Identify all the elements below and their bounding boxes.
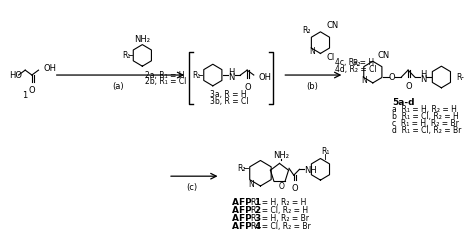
Text: b  R₁ = Cl, R₂ = H: b R₁ = Cl, R₂ = H <box>392 112 459 121</box>
Text: N: N <box>361 76 367 86</box>
Text: Cl: Cl <box>326 53 335 62</box>
Text: O: O <box>278 182 284 191</box>
Text: O: O <box>406 82 412 91</box>
Text: AFP 4: AFP 4 <box>232 222 261 231</box>
Text: R₂: R₂ <box>302 26 310 35</box>
Text: 1: 1 <box>23 91 28 100</box>
Text: O: O <box>292 184 298 193</box>
Text: R₁ = H, R₂ = H: R₁ = H, R₂ = H <box>251 198 306 207</box>
Text: R₂: R₂ <box>352 59 361 68</box>
Text: OH: OH <box>43 64 56 73</box>
Text: N: N <box>420 75 427 84</box>
Text: R₁ = Cl, R₂ = H: R₁ = Cl, R₂ = H <box>251 206 308 215</box>
Text: O: O <box>389 72 395 82</box>
Text: NH: NH <box>304 166 317 175</box>
Text: 3a, R = H: 3a, R = H <box>210 90 246 99</box>
Text: O: O <box>245 83 251 92</box>
Text: 5a-d: 5a-d <box>392 98 414 107</box>
Text: (b): (b) <box>306 82 318 91</box>
Text: CN: CN <box>378 51 390 60</box>
Text: OH: OH <box>258 72 272 82</box>
Text: N: N <box>228 73 234 82</box>
Text: HO: HO <box>9 71 22 79</box>
Text: R₁: R₁ <box>122 51 130 60</box>
Text: c  R₁ = H, R₂ = Br: c R₁ = H, R₂ = Br <box>392 119 459 128</box>
Text: AFP 1: AFP 1 <box>232 198 261 207</box>
Text: a  R₁ = H, R₂ = H: a R₁ = H, R₂ = H <box>392 105 457 114</box>
Text: AFP 2: AFP 2 <box>232 206 261 215</box>
Text: (c): (c) <box>186 183 198 192</box>
Text: N: N <box>309 47 315 56</box>
Text: R₁: R₁ <box>321 147 329 156</box>
Text: R₁ = H, R₂ = Br: R₁ = H, R₂ = Br <box>251 214 309 223</box>
Text: CN: CN <box>326 21 338 31</box>
Text: 2b, R₁ = Cl: 2b, R₁ = Cl <box>145 77 187 86</box>
Text: R₁: R₁ <box>192 71 201 79</box>
Text: O: O <box>28 86 35 95</box>
Text: 2a, R₁ = H: 2a, R₁ = H <box>145 71 185 79</box>
Text: NH₂: NH₂ <box>273 151 290 160</box>
Text: N: N <box>248 180 254 188</box>
Text: AFP 3: AFP 3 <box>232 214 261 223</box>
Text: 4c, R₂ = H: 4c, R₂ = H <box>335 58 374 67</box>
Text: H: H <box>228 68 234 77</box>
Text: H: H <box>420 70 427 79</box>
Text: 4d, R₂ = Cl: 4d, R₂ = Cl <box>335 65 376 74</box>
Text: 3b, R = Cl: 3b, R = Cl <box>210 97 248 106</box>
Text: NH₂: NH₂ <box>134 35 150 44</box>
Text: d  R₁ = Cl, R₂ = Br: d R₁ = Cl, R₂ = Br <box>392 126 461 134</box>
Text: R₂: R₂ <box>237 164 246 173</box>
Text: R-: R- <box>456 72 465 82</box>
Text: (a): (a) <box>113 82 124 91</box>
Text: R₁ = Cl, R₂ = Br: R₁ = Cl, R₂ = Br <box>251 222 310 231</box>
